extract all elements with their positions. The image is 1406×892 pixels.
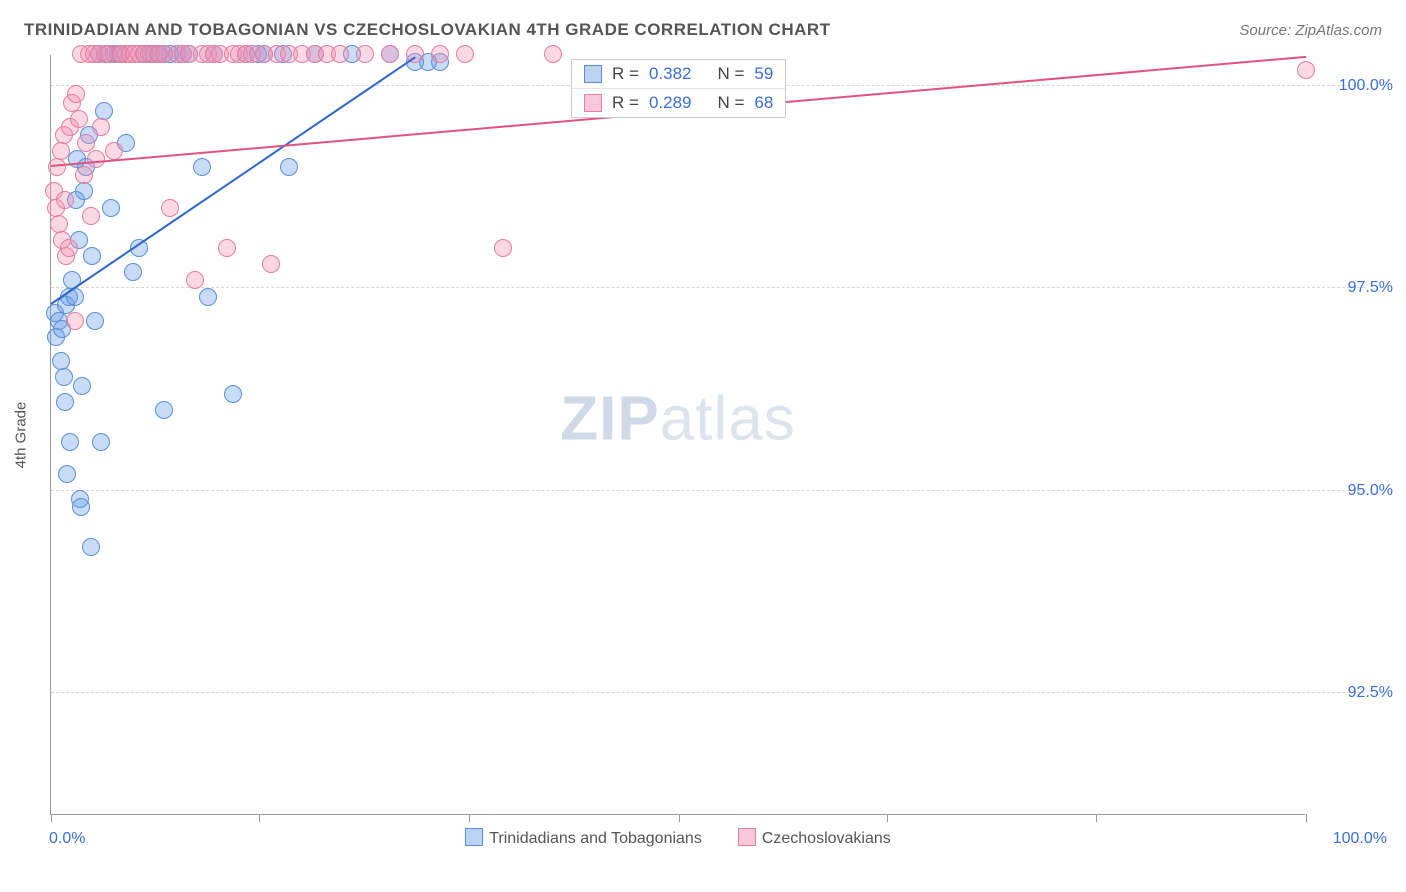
y-tick-label: 92.5% bbox=[1348, 684, 1393, 702]
legend-label: Czechoslovakians bbox=[762, 830, 891, 847]
stats-n-value: 59 bbox=[754, 64, 773, 84]
data-point bbox=[72, 498, 90, 516]
grid-line bbox=[51, 490, 1365, 491]
chart-title: TRINIDADIAN AND TOBAGONIAN VS CZECHOSLOV… bbox=[24, 20, 831, 40]
data-point bbox=[55, 368, 73, 386]
data-point bbox=[66, 312, 84, 330]
data-point bbox=[544, 45, 562, 63]
data-point bbox=[262, 255, 280, 273]
data-point bbox=[193, 158, 211, 176]
data-point bbox=[92, 118, 110, 136]
trend-line bbox=[50, 56, 415, 304]
stats-r-label: R = bbox=[612, 93, 639, 113]
x-tick bbox=[887, 814, 888, 822]
chart-source: Source: ZipAtlas.com bbox=[1239, 22, 1382, 39]
data-point bbox=[87, 150, 105, 168]
data-point bbox=[494, 239, 512, 257]
data-point bbox=[50, 215, 68, 233]
data-point bbox=[199, 288, 217, 306]
data-point bbox=[105, 142, 123, 160]
data-point bbox=[86, 312, 104, 330]
data-point bbox=[70, 110, 88, 128]
y-axis-label: 4th Grade bbox=[13, 401, 30, 468]
stats-row: R = 0.289 N = 68 bbox=[572, 88, 785, 117]
stats-box: R = 0.382 N = 59 R = 0.289 N = 68 bbox=[571, 59, 786, 118]
x-tick bbox=[1306, 814, 1307, 822]
data-point bbox=[161, 199, 179, 217]
data-point bbox=[218, 239, 236, 257]
data-point bbox=[331, 45, 349, 63]
data-point bbox=[280, 158, 298, 176]
grid-line bbox=[51, 287, 1365, 288]
x-tick bbox=[679, 814, 680, 822]
bottom-legend: Trinidadians and Tobagonians Czechoslovak… bbox=[51, 828, 1305, 848]
data-point bbox=[431, 45, 449, 63]
stats-n-label: N = bbox=[717, 93, 744, 113]
watermark: ZIPatlas bbox=[560, 384, 795, 455]
data-point bbox=[52, 142, 70, 160]
data-point bbox=[102, 199, 120, 217]
data-point bbox=[83, 247, 101, 265]
x-tick bbox=[469, 814, 470, 822]
legend-swatch-icon bbox=[465, 828, 483, 846]
legend-swatch-icon bbox=[738, 828, 756, 846]
data-point bbox=[58, 465, 76, 483]
data-point bbox=[56, 393, 74, 411]
data-point bbox=[1297, 61, 1315, 79]
x-axis-max-label: 100.0% bbox=[1333, 830, 1387, 848]
data-point bbox=[56, 191, 74, 209]
stats-r-label: R = bbox=[612, 64, 639, 84]
data-point bbox=[224, 385, 242, 403]
legend-label: Trinidadians and Tobagonians bbox=[489, 830, 702, 847]
y-tick-label: 97.5% bbox=[1348, 279, 1393, 297]
data-point bbox=[92, 433, 110, 451]
stats-n-label: N = bbox=[717, 64, 744, 84]
x-tick bbox=[1096, 814, 1097, 822]
data-point bbox=[48, 158, 66, 176]
legend-swatch-icon bbox=[584, 94, 602, 112]
stats-r-value: 0.289 bbox=[649, 93, 692, 113]
stats-n-value: 68 bbox=[754, 93, 773, 113]
data-point bbox=[60, 239, 78, 257]
data-point bbox=[155, 401, 173, 419]
scatter-plot-area: ZIPatlas 4th Grade 0.0% 100.0% Trinidadi… bbox=[50, 55, 1305, 815]
data-point bbox=[82, 538, 100, 556]
y-tick-label: 95.0% bbox=[1348, 482, 1393, 500]
y-tick-label: 100.0% bbox=[1339, 77, 1393, 95]
data-point bbox=[67, 85, 85, 103]
data-point bbox=[124, 263, 142, 281]
data-point bbox=[73, 377, 91, 395]
grid-line bbox=[51, 692, 1365, 693]
data-point bbox=[381, 45, 399, 63]
data-point bbox=[75, 166, 93, 184]
legend-item: Czechoslovakians bbox=[738, 830, 891, 847]
x-tick bbox=[51, 814, 52, 822]
data-point bbox=[82, 207, 100, 225]
data-point bbox=[75, 182, 93, 200]
legend-swatch-icon bbox=[584, 65, 602, 83]
legend-item: Trinidadians and Tobagonians bbox=[465, 830, 702, 847]
data-point bbox=[95, 102, 113, 120]
data-point bbox=[356, 45, 374, 63]
data-point bbox=[52, 352, 70, 370]
data-point bbox=[77, 134, 95, 152]
data-point bbox=[186, 271, 204, 289]
x-tick bbox=[259, 814, 260, 822]
data-point bbox=[456, 45, 474, 63]
stats-r-value: 0.382 bbox=[649, 64, 692, 84]
stats-row: R = 0.382 N = 59 bbox=[572, 60, 785, 88]
data-point bbox=[61, 433, 79, 451]
